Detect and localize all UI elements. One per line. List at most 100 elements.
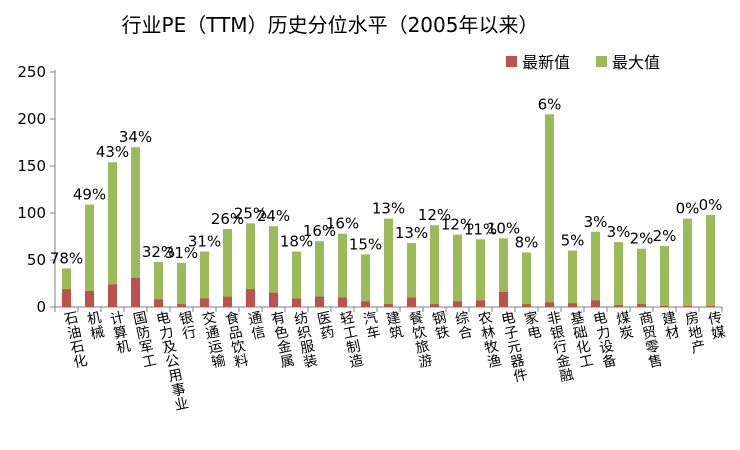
x-category-label: 轻工制造 [339,310,365,371]
x-category-label: 机械 [86,310,106,343]
x-category-label: 石油石化 [63,310,89,371]
bar-latest [384,304,393,307]
y-tick-label: 0 [36,298,46,316]
bar-max [591,231,600,307]
y-tick-label: 50 [27,251,46,269]
bar-max [545,114,554,307]
bar-max [361,254,370,307]
bar-max [108,162,117,307]
data-label: 10% [487,219,520,237]
data-label: 78% [50,249,83,267]
chart-title: 行业PE（TTM）历史分位水平（2005年以来） [122,13,539,37]
bar-latest [85,291,94,307]
x-category-label: 煤炭 [615,310,635,343]
bar-latest [177,304,186,307]
bar-latest [246,289,255,307]
x-category-label: 交通运输 [201,309,227,371]
bar-max [85,204,94,307]
x-category-label: 电力及公用事业 [155,310,190,414]
bar-latest [361,301,370,307]
legend-label-max: 最大值 [612,53,660,72]
x-category-label: 计算机 [109,310,132,357]
bar-latest [545,302,554,307]
legend-swatch-max [596,56,607,67]
bar-max [200,251,209,307]
bar-max [660,245,669,307]
bar-max [522,252,531,307]
x-category-label: 建材 [661,310,681,343]
bar-max [568,250,577,307]
data-label: 3% [607,223,631,241]
data-label: 13% [395,224,428,242]
y-tick-label: 100 [17,204,46,222]
bar-max [177,262,186,307]
bar-max [614,242,623,307]
data-label: 12% [418,206,451,224]
x-category-label: 房地产 [684,310,707,357]
data-label: 16% [303,222,336,240]
bar-max [62,268,71,307]
bar-max [407,243,416,307]
x-category-label: 纺织服装 [293,310,319,371]
bar-latest [660,306,669,307]
bar-latest [683,306,692,307]
bar-latest [108,284,117,307]
x-category-label: 商贸零售 [638,310,664,371]
bar-latest [62,289,71,307]
bar-max [384,218,393,307]
legend-swatch-latest [506,56,517,67]
x-category-label: 电子元器件 [500,310,529,386]
data-label: 43% [96,143,129,161]
labels: 78% 石油石化 49% 机械 43% 计算机 34% 国防军工 32% 电力及公用事业 31% 银行… [50,95,727,414]
bar-max [292,251,301,307]
data-label: 13% [372,200,405,218]
legend-label-latest: 最新值 [522,53,570,72]
bar-max [476,239,485,307]
bar-max [683,218,692,307]
bar-latest [292,298,301,307]
bar-latest [269,292,278,307]
data-label: 31% [188,233,221,251]
bar-max [154,261,163,307]
bar-latest [568,303,577,307]
bar-latest [637,304,646,307]
x-category-label: 汽车 [362,310,382,343]
data-label: 12% [441,216,474,234]
x-category-label: 建筑 [385,310,405,343]
bar-max [338,233,347,307]
data-label: 15% [349,235,382,253]
data-label: 18% [280,233,313,251]
bar-latest [614,305,623,307]
bar-max [246,223,255,307]
bar-max [499,238,508,307]
bar-latest [476,300,485,307]
x-category-label: 农林牧渔 [477,310,503,371]
bar-latest [407,297,416,307]
data-label: 0% [676,200,700,218]
x-category-label: 传媒 [707,310,727,343]
x-category-label: 电力设备 [592,310,618,371]
data-label: 2% [630,230,654,248]
x-category-label: 有色金属 [270,310,296,371]
bar-latest [338,297,347,307]
bar-latest [430,304,439,307]
data-label: 5% [561,232,585,250]
x-category-label: 餐饮旅游 [408,310,434,371]
bar-latest [499,291,508,307]
bars [62,114,715,307]
bar-latest [315,296,324,307]
bar-max [315,241,324,307]
bar-max [706,214,715,307]
bar-max [430,225,439,307]
bar-max [453,234,462,307]
data-label: 32% [142,243,175,261]
axes: 0 50 100 150 200 250 [17,63,723,316]
legend: 最新值 最大值 [506,53,660,72]
y-tick-label: 250 [17,63,46,81]
bar-latest [522,304,531,307]
bar-max [131,147,140,307]
x-category-label: 通信 [247,310,267,343]
x-category-label: 医药 [316,310,336,343]
bar-max [269,226,278,307]
